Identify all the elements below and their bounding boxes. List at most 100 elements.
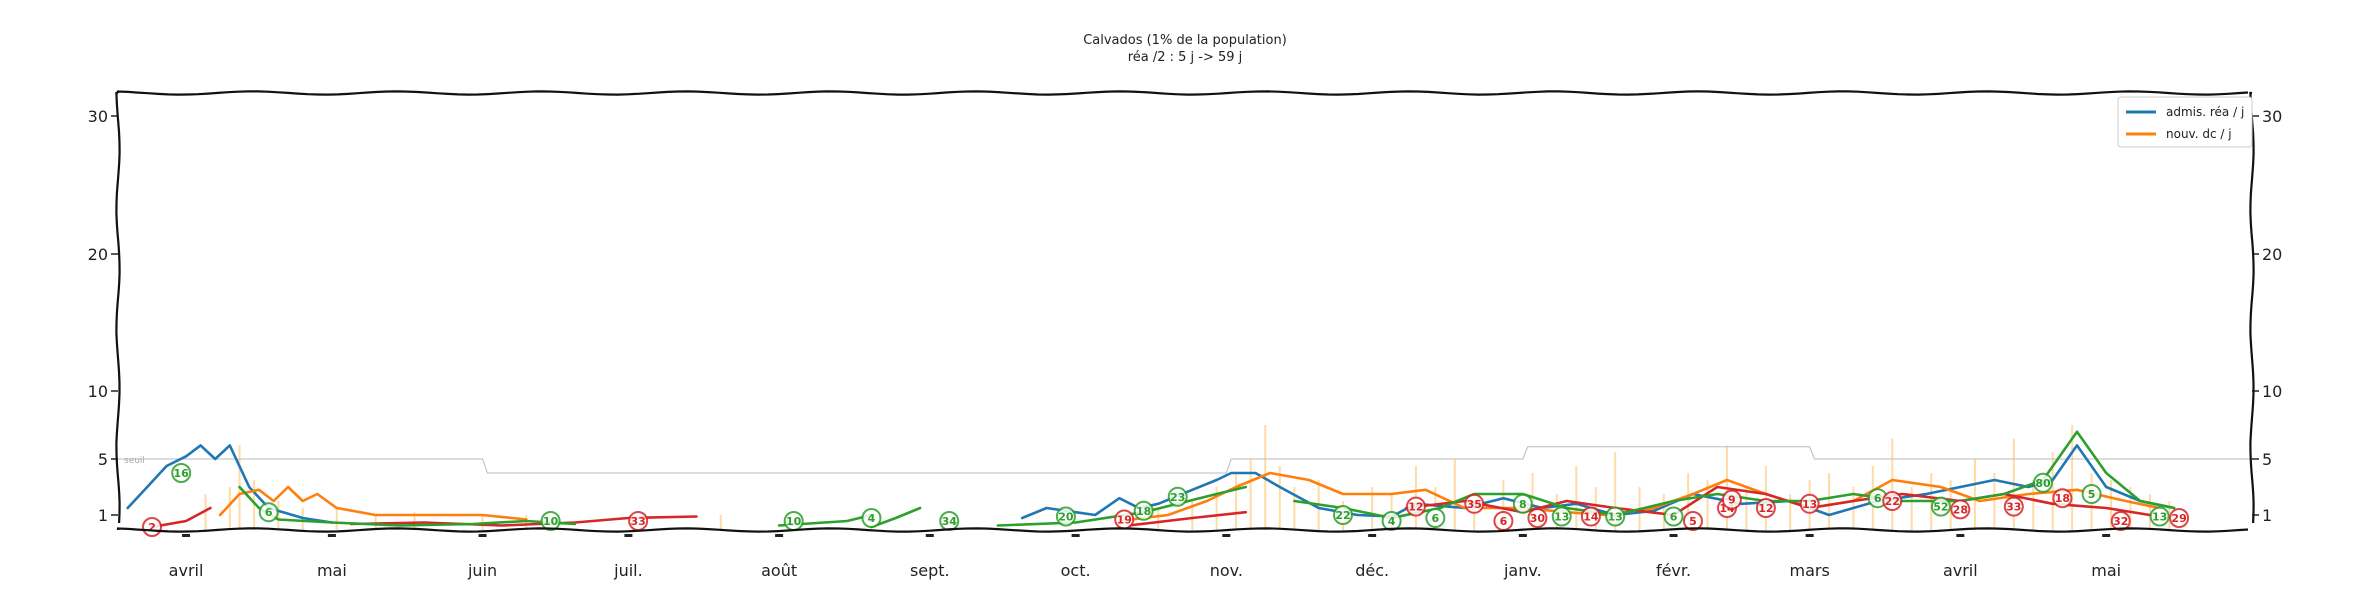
annotation-label: 22 xyxy=(1885,495,1900,508)
y-tick-label-left: 30 xyxy=(88,107,108,126)
month-label: janv. xyxy=(1503,561,1542,580)
bar xyxy=(2110,480,2113,530)
annotation-label: 23 xyxy=(1170,491,1185,504)
annotation-circle xyxy=(1551,506,1572,527)
annotation-circle xyxy=(1405,496,1426,517)
annotation-label: 13 xyxy=(2152,511,2167,524)
annotation-marker: 4 xyxy=(861,508,882,528)
annotation-marker: 18 xyxy=(1133,500,1154,521)
annotation-label: 19 xyxy=(1117,514,1132,527)
month-tick xyxy=(478,534,487,537)
annotation-circle xyxy=(171,463,192,483)
bar xyxy=(335,508,338,530)
annotation-marker: 13 xyxy=(2149,506,2170,527)
annotation-label: 16 xyxy=(174,467,190,480)
annotation-marker: 14 xyxy=(1580,506,1601,527)
bar xyxy=(1575,466,1578,530)
annotation-circle xyxy=(1425,508,1446,528)
annotation-circle xyxy=(1464,493,1485,514)
bar xyxy=(1235,473,1238,530)
month-tick xyxy=(775,534,784,537)
annotation-circle xyxy=(1755,498,1776,518)
bar xyxy=(1993,473,1996,530)
annotation-circle xyxy=(1055,506,1076,527)
legend-label-dc: nouv. dc / j xyxy=(2166,127,2232,141)
bar xyxy=(1789,494,1792,530)
annotation-circle xyxy=(1580,506,1601,527)
bar xyxy=(1278,466,1281,530)
bar xyxy=(2071,425,2074,530)
bar xyxy=(1157,508,1160,530)
annotation-marker: 13 xyxy=(1799,493,1820,514)
month-label: avril xyxy=(169,561,204,580)
annotation-circle xyxy=(2081,484,2102,504)
annotation-circle xyxy=(1721,489,1742,510)
y-tick-label-left: 10 xyxy=(88,382,108,401)
bar xyxy=(1249,459,1252,530)
annotation-label: 34 xyxy=(942,515,958,528)
annotation-circle xyxy=(1605,506,1626,527)
annotation-label: 52 xyxy=(1933,501,1948,514)
annotation-label: 13 xyxy=(1802,498,1817,511)
annotation-label: 32 xyxy=(2113,515,2128,528)
annotation-label: 10 xyxy=(543,515,559,528)
series-line-3 xyxy=(870,506,922,529)
bar xyxy=(2148,494,2151,530)
month-tick xyxy=(1805,534,1814,537)
annotation-marker: 80 xyxy=(2032,472,2053,493)
y-tick-label-right: 10 xyxy=(2262,382,2282,401)
annotation-circle xyxy=(1332,505,1353,525)
annotation-label: 20 xyxy=(1058,511,1074,524)
annotation-label: 33 xyxy=(2006,501,2021,514)
series-line-2 xyxy=(1127,510,1248,527)
annotation-label: 6 xyxy=(1874,492,1882,505)
annotation-label: 6 xyxy=(1432,512,1440,525)
annotation-label: 9 xyxy=(1728,494,1736,507)
series-line-2 xyxy=(150,506,212,529)
y-tick-label-right: 5 xyxy=(2262,450,2272,469)
annotation-marker: 6 xyxy=(1425,508,1446,528)
bar xyxy=(1891,438,1894,530)
annotation-marker: 34 xyxy=(939,511,960,531)
annotation-circle xyxy=(1682,511,1703,531)
annotation-circle xyxy=(2110,511,2131,531)
month-label: sept. xyxy=(910,561,950,580)
annotation-marker: 6 xyxy=(1663,506,1684,527)
annotation-label: 35 xyxy=(1467,498,1482,511)
legend-label-admis: admis. réa / j xyxy=(2166,105,2244,119)
axis-ticks: 1 1 5 5 10 10 20 20 30 30 xyxy=(88,107,2283,525)
annotation-circle xyxy=(1882,491,1903,511)
plot-frame xyxy=(115,90,2255,533)
month-tick xyxy=(1669,534,1678,537)
annotation-label: 33 xyxy=(630,515,645,528)
annotation-marker: 32 xyxy=(2110,511,2131,531)
bar xyxy=(1910,487,1913,530)
y-tick-label-left: 20 xyxy=(88,245,108,264)
month-label: oct. xyxy=(1061,561,1091,580)
bar xyxy=(1687,473,1690,530)
series-line-1 xyxy=(218,485,528,521)
annotation-marker: 33 xyxy=(628,511,649,531)
annotation-marker: 6 xyxy=(1493,511,1514,531)
annotation-circle xyxy=(258,502,279,523)
bar xyxy=(228,487,231,530)
annotation-marker: 20 xyxy=(1055,506,1076,527)
annotation-label: 8 xyxy=(1519,498,1527,511)
month-tick xyxy=(1222,534,1231,537)
annotation-marker: 22 xyxy=(1882,491,1903,511)
annotation-marker: 23 xyxy=(1167,486,1188,507)
annotation-marker: 8 xyxy=(1512,493,1533,514)
month-label: août xyxy=(761,561,797,580)
annotation-label: 13 xyxy=(1608,511,1623,524)
month-label: nov. xyxy=(1210,561,1243,580)
bar xyxy=(2129,487,2132,530)
annotation-marker: 19 xyxy=(1114,509,1135,530)
bar xyxy=(1215,487,1218,530)
month-label: mai xyxy=(317,561,347,580)
annotation-circle xyxy=(1663,506,1684,527)
seuil-layer: seuil xyxy=(118,446,2252,474)
annotation-label: 6 xyxy=(265,506,273,519)
annotation-marker: 6 xyxy=(258,502,279,523)
